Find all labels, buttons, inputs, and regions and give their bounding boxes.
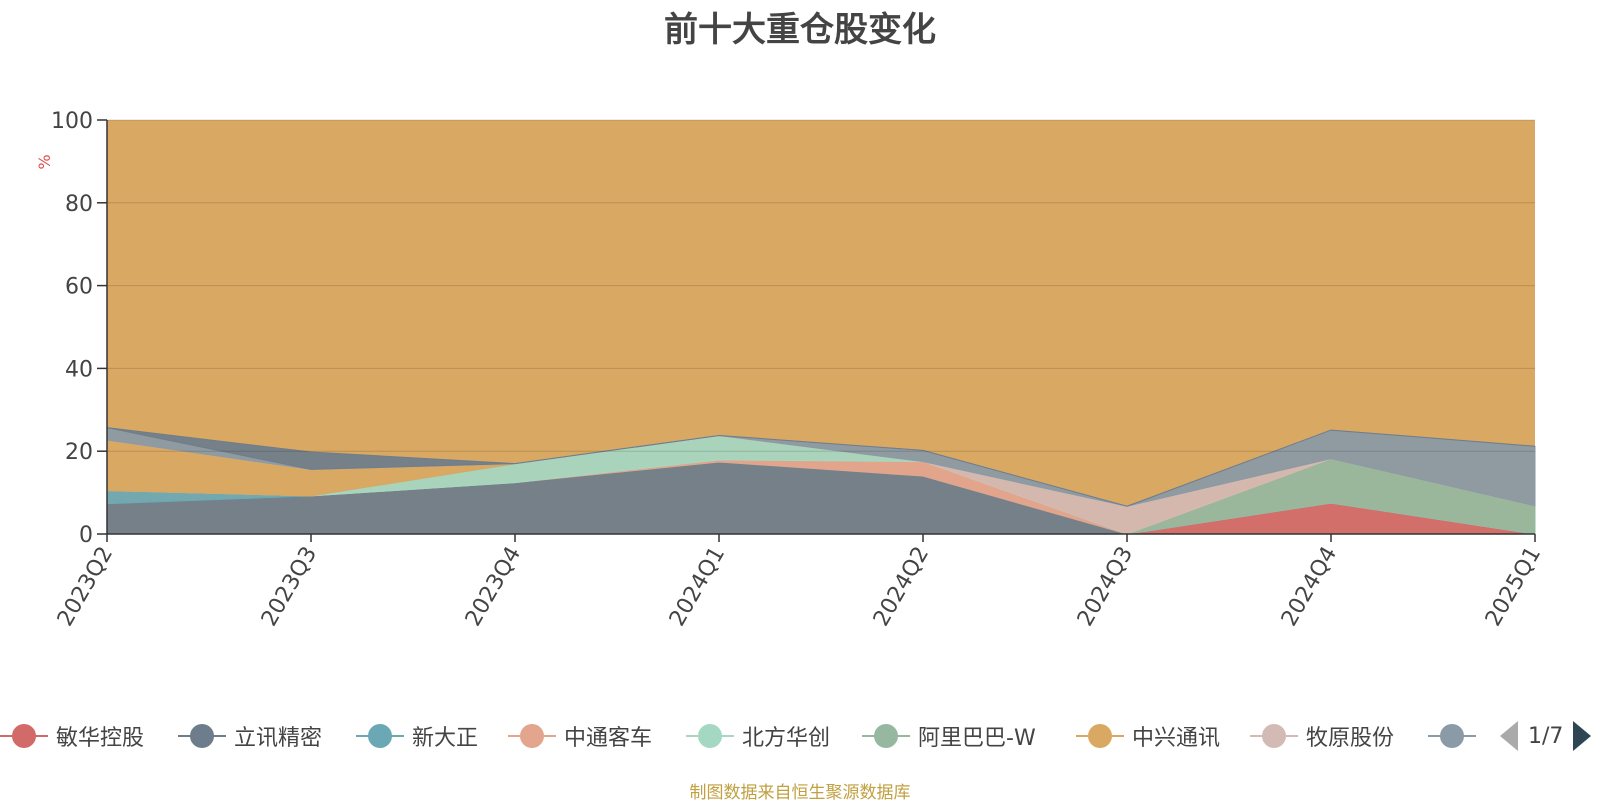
x-tick-label: 2025Q1 (1481, 543, 1546, 631)
legend-page-indicator: 1/7 (1528, 723, 1564, 749)
legend-item[interactable] (1428, 716, 1484, 756)
data-source-note: 制图数据来自恒生聚源数据库 (689, 783, 911, 803)
y-tick-label: 0 (79, 523, 93, 548)
x-tick-label: 2023Q4 (461, 543, 526, 631)
legend-label: 敏华控股 (56, 726, 145, 751)
legend-dot-icon (698, 724, 722, 748)
legend-label: 新大正 (412, 726, 479, 751)
legend-next-arrow-icon[interactable] (1573, 721, 1592, 751)
x-tick-label: 2023Q2 (53, 543, 118, 631)
legend-label: 立讯精密 (234, 726, 323, 751)
legend-marker-icon (1428, 724, 1476, 748)
y-tick-label: 20 (65, 440, 93, 465)
chart-title: 前十大重仓股变化 (664, 10, 936, 50)
legend-item[interactable]: 新大正 (356, 716, 478, 756)
legend-marker-icon (686, 724, 734, 748)
legend-item[interactable]: 中通客车 (508, 716, 652, 756)
y-tick-label: 100 (51, 109, 93, 134)
legend-dot-icon (190, 724, 214, 748)
legend-dot-icon (874, 724, 898, 748)
legend-prev-arrow-icon[interactable] (1500, 721, 1518, 751)
legend-label: 北方华创 (742, 726, 831, 751)
legend-label: 中通客车 (564, 726, 653, 751)
legend-marker-icon (862, 724, 910, 748)
area-series-9 (106, 427, 1536, 507)
legend-marker-icon (1076, 724, 1124, 748)
x-tick-label: 2023Q3 (257, 543, 322, 631)
legend-item[interactable]: 阿里巴巴-W (862, 716, 1036, 756)
legend: 敏华控股 立讯精密 新大正 中通客车 北方华创 阿里巴巴-W 中兴通讯 牧原股份 (0, 716, 1600, 756)
x-tick-label: 2024Q1 (665, 543, 730, 631)
legend-dot-icon (368, 724, 392, 748)
legend-item[interactable]: 牧原股份 (1250, 716, 1394, 756)
y-tick-label: 60 (65, 275, 93, 300)
legend-item[interactable]: 中兴通讯 (1076, 716, 1220, 756)
y-axis-label: % (35, 154, 54, 169)
y-tick-label: 40 (65, 357, 93, 382)
y-tick-label: 80 (65, 192, 93, 217)
legend-marker-icon (1250, 724, 1298, 748)
legend-marker-icon (508, 724, 556, 748)
legend-label: 中兴通讯 (1132, 726, 1221, 751)
legend-dot-icon (1440, 724, 1464, 748)
legend-dot-icon (1262, 724, 1286, 748)
legend-marker-icon (0, 724, 48, 748)
legend-marker-icon (356, 724, 404, 748)
legend-pager: 1/7 (1500, 716, 1592, 756)
legend-marker-icon (178, 724, 226, 748)
legend-label: 牧原股份 (1306, 726, 1395, 751)
legend-item[interactable]: 立讯精密 (178, 716, 322, 756)
legend-item[interactable]: 北方华创 (686, 716, 830, 756)
x-tick-label: 2024Q2 (869, 543, 934, 631)
x-tick-label: 2024Q4 (1277, 543, 1342, 631)
legend-item[interactable]: 敏华控股 (0, 716, 144, 756)
legend-dot-icon (1088, 724, 1112, 748)
x-tick-label: 2024Q3 (1073, 543, 1138, 631)
legend-label: 阿里巴巴-W (918, 726, 1036, 751)
legend-dot-icon (12, 724, 36, 748)
legend-dot-icon (520, 724, 544, 748)
